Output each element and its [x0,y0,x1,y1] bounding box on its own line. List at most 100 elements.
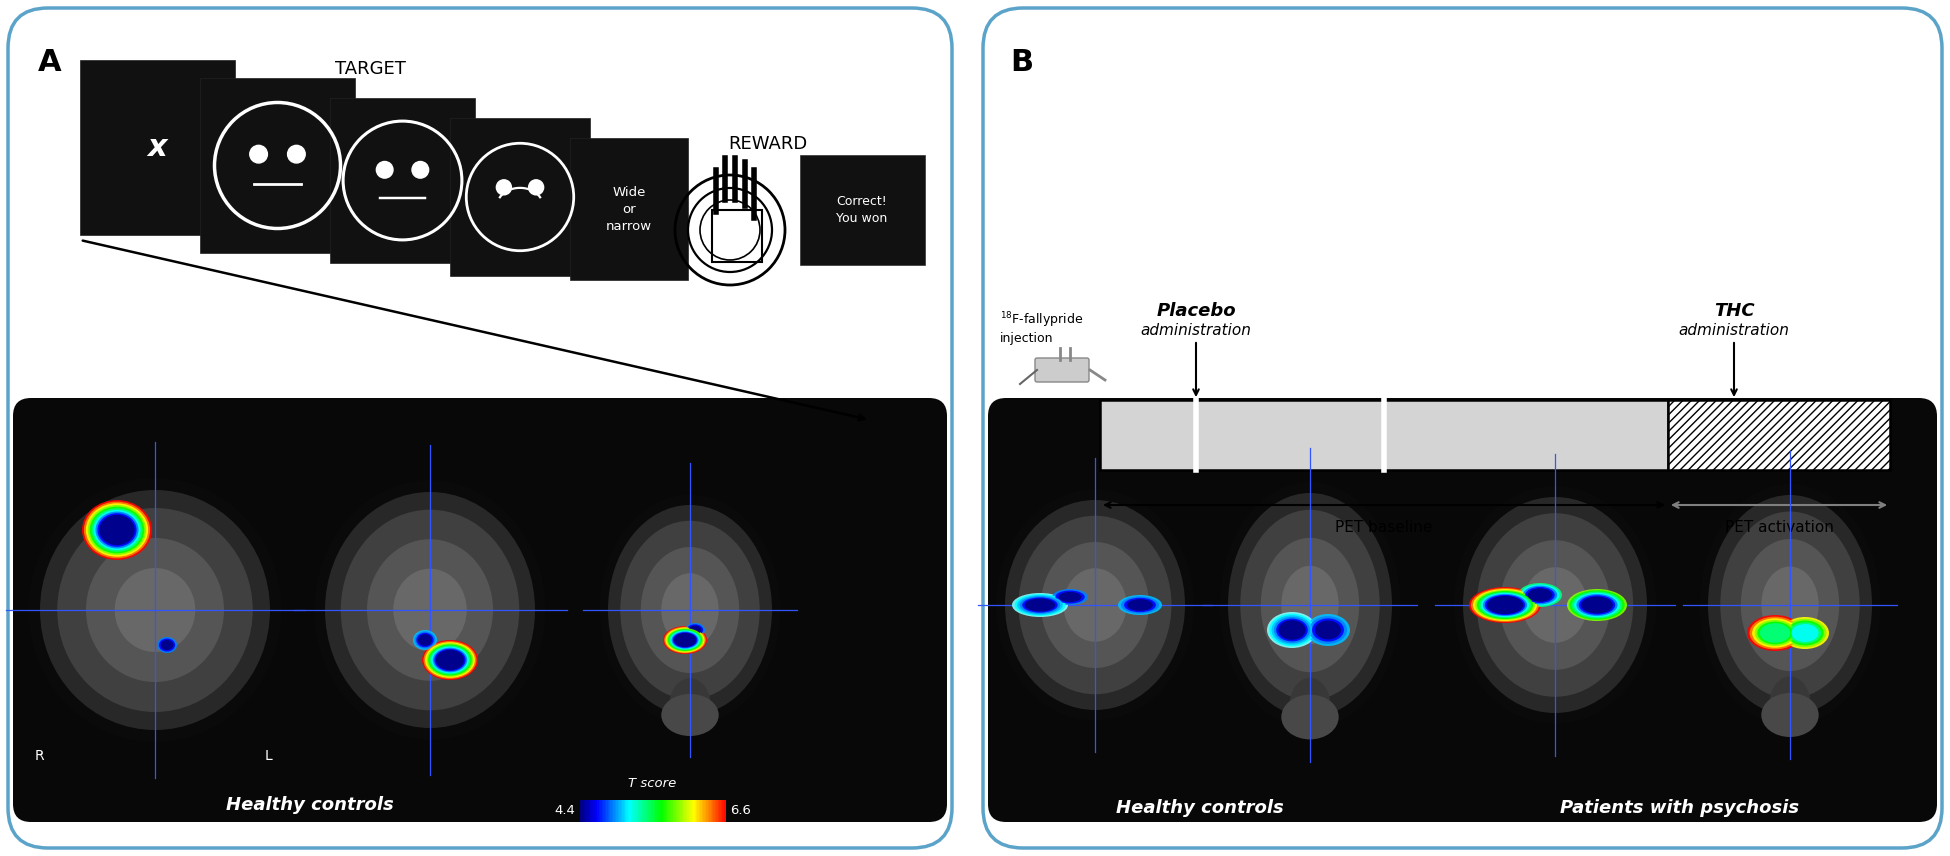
Ellipse shape [1741,539,1839,671]
Ellipse shape [1527,588,1552,602]
Ellipse shape [94,510,140,550]
Text: Wide
or
narrow: Wide or narrow [606,186,651,233]
Ellipse shape [1022,597,1057,613]
Ellipse shape [1462,497,1648,713]
Ellipse shape [1281,694,1340,740]
Bar [603,800,604,822]
Ellipse shape [1127,599,1152,611]
Bar [677,800,679,822]
Ellipse shape [1308,616,1347,644]
Circle shape [411,162,429,178]
Bar [569,138,688,280]
Ellipse shape [1476,591,1533,619]
Ellipse shape [1568,589,1626,621]
Bar [671,800,673,822]
Bar [593,800,595,822]
Bar [599,800,601,822]
Ellipse shape [1478,592,1531,618]
Bar [704,800,706,822]
Ellipse shape [1521,585,1560,606]
Bar [628,800,630,822]
Bar [665,800,667,822]
Bar [700,800,702,822]
Ellipse shape [665,627,706,653]
Bar [659,800,661,822]
Ellipse shape [1786,621,1823,645]
Ellipse shape [429,645,472,675]
Bar [686,800,688,822]
Bar [597,800,599,822]
Text: $^{18}$F-fallypride
injection: $^{18}$F-fallypride injection [1000,310,1084,345]
Ellipse shape [1761,693,1819,737]
Bar [645,800,647,822]
Ellipse shape [1271,615,1312,645]
Bar [682,800,684,822]
Bar [626,800,628,822]
Bar [450,118,591,276]
Ellipse shape [1769,676,1810,732]
Bar [622,800,624,822]
Ellipse shape [1757,621,1792,645]
Bar [694,800,696,822]
Ellipse shape [433,648,468,672]
Ellipse shape [57,508,254,712]
Circle shape [497,180,511,195]
Text: L: L [265,749,273,763]
Ellipse shape [1123,597,1156,612]
Bar [679,800,681,822]
Ellipse shape [661,694,720,736]
Text: Healthy controls: Healthy controls [226,796,394,814]
Ellipse shape [1747,615,1804,651]
Ellipse shape [1059,592,1082,602]
Bar [708,800,710,822]
Ellipse shape [90,507,144,553]
Ellipse shape [601,495,780,726]
Ellipse shape [1012,593,1069,617]
Ellipse shape [425,642,476,678]
Ellipse shape [423,641,476,679]
Bar [661,800,663,822]
Ellipse shape [1289,678,1330,734]
Ellipse shape [96,512,138,549]
Bar [1100,400,1667,470]
Bar [710,800,712,822]
Ellipse shape [1792,624,1819,642]
Bar [201,78,355,253]
Ellipse shape [663,626,708,654]
Ellipse shape [1576,594,1618,616]
Bar [722,800,723,822]
Bar [657,800,659,822]
Ellipse shape [1580,595,1615,615]
Ellipse shape [1476,514,1634,697]
Ellipse shape [86,503,148,556]
Ellipse shape [1486,596,1523,614]
Ellipse shape [158,637,177,653]
Ellipse shape [1063,568,1127,642]
Bar [612,800,614,822]
Ellipse shape [82,500,152,560]
Text: 4.4: 4.4 [554,805,575,817]
Ellipse shape [415,633,433,647]
Text: B: B [1010,48,1034,77]
Bar [692,800,694,822]
Bar [690,800,692,822]
Bar [636,800,638,822]
Bar [667,800,669,822]
Ellipse shape [1523,568,1587,643]
Ellipse shape [1500,540,1611,669]
Bar [640,800,642,822]
Ellipse shape [1780,617,1829,649]
Bar [80,60,236,235]
Ellipse shape [158,639,176,651]
Bar [712,800,714,822]
Ellipse shape [1570,591,1624,620]
Circle shape [528,180,544,195]
Bar [597,800,599,822]
Bar [647,800,649,822]
Ellipse shape [671,632,698,649]
Bar [595,800,597,822]
Ellipse shape [1121,597,1158,614]
Text: Patients with psychosis: Patients with psychosis [1560,799,1800,817]
Bar [614,800,616,822]
Ellipse shape [1470,588,1539,622]
